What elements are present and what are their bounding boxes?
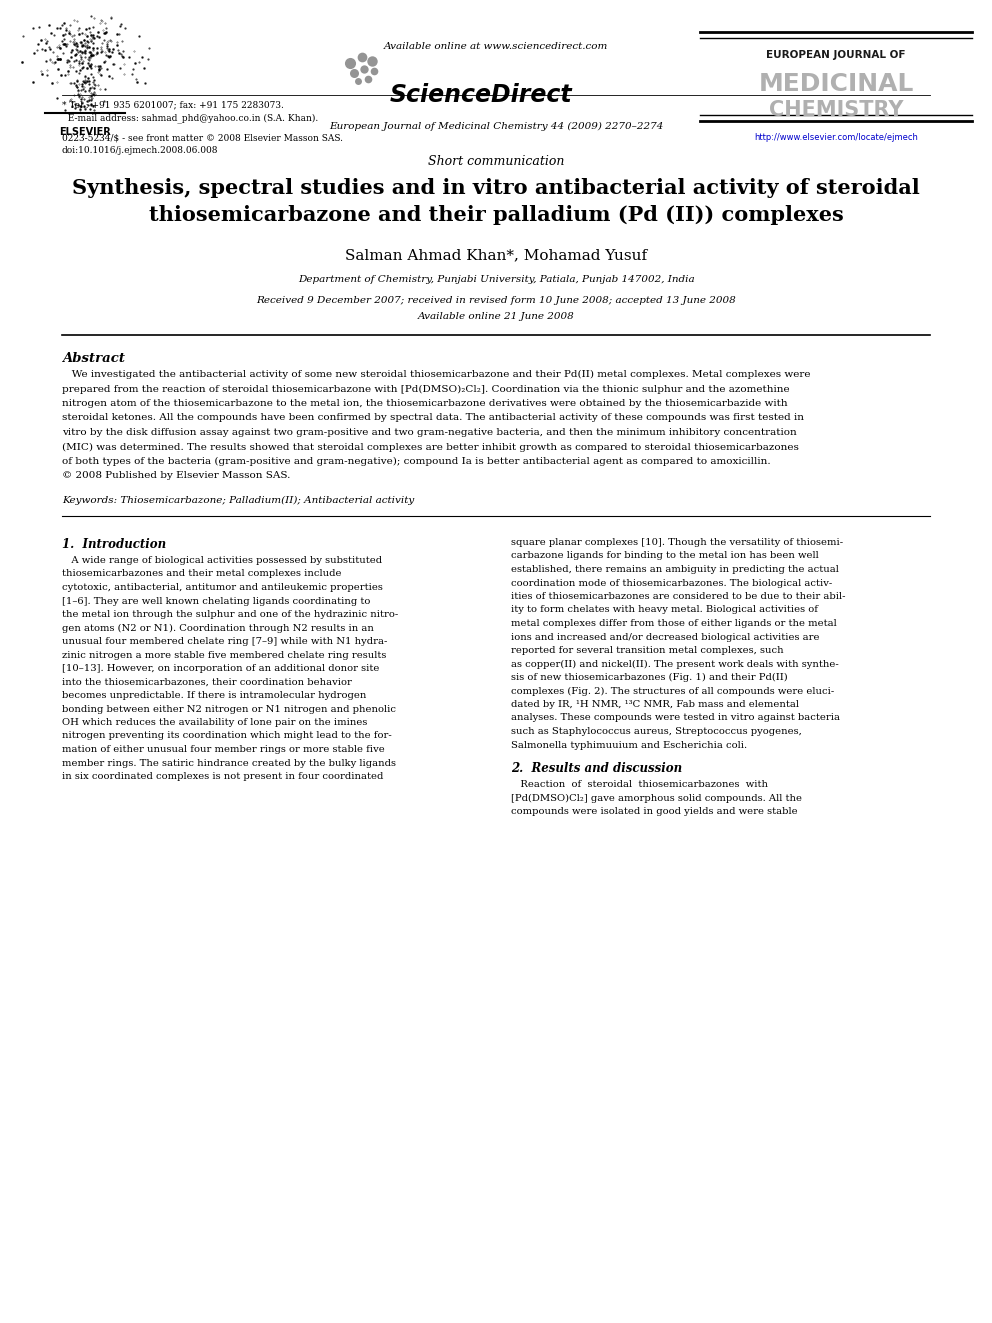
Text: doi:10.1016/j.ejmech.2008.06.008: doi:10.1016/j.ejmech.2008.06.008: [62, 146, 218, 155]
Text: European Journal of Medicinal Chemistry 44 (2009) 2270–2274: European Journal of Medicinal Chemistry …: [328, 122, 664, 131]
Text: E-mail address: sahmad_phd@yahoo.co.in (S.A. Khan).: E-mail address: sahmad_phd@yahoo.co.in (…: [62, 112, 318, 123]
Text: gen atoms (N2 or N1). Coordination through N2 results in an: gen atoms (N2 or N1). Coordination throu…: [62, 623, 374, 632]
Text: MEDICINAL: MEDICINAL: [758, 71, 914, 97]
Text: Received 9 December 2007; received in revised form 10 June 2008; accepted 13 Jun: Received 9 December 2007; received in re…: [256, 296, 736, 306]
Text: [10–13]. However, on incorporation of an additional donor site: [10–13]. However, on incorporation of an…: [62, 664, 379, 673]
Text: established, there remains an ambiguity in predicting the actual: established, there remains an ambiguity …: [511, 565, 839, 574]
Text: ions and increased and/or decreased biological activities are: ions and increased and/or decreased biol…: [511, 632, 819, 642]
Text: compounds were isolated in good yields and were stable: compounds were isolated in good yields a…: [511, 807, 798, 816]
Text: member rings. The satiric hindrance created by the bulky ligands: member rings. The satiric hindrance crea…: [62, 758, 396, 767]
Text: Short communication: Short communication: [428, 155, 564, 168]
Text: nitrogen preventing its coordination which might lead to the for-: nitrogen preventing its coordination whi…: [62, 732, 392, 741]
Text: A wide range of biological activities possessed by substituted: A wide range of biological activities po…: [62, 556, 382, 565]
Text: Keywords: Thiosemicarbazone; Palladium(II); Antibacterial activity: Keywords: Thiosemicarbazone; Palladium(I…: [62, 496, 415, 505]
Text: Synthesis, spectral studies and in vitro antibacterial activity of steroidal: Synthesis, spectral studies and in vitro…: [72, 179, 920, 198]
Text: ELSEVIER: ELSEVIER: [60, 127, 111, 138]
Text: as copper(II) and nickel(II). The present work deals with synthe-: as copper(II) and nickel(II). The presen…: [511, 659, 839, 668]
Text: zinic nitrogen a more stable five membered chelate ring results: zinic nitrogen a more stable five member…: [62, 651, 386, 659]
Text: unusual four membered chelate ring [7–9] while with N1 hydra-: unusual four membered chelate ring [7–9]…: [62, 636, 387, 646]
Text: the metal ion through the sulphur and one of the hydrazinic nitro-: the metal ion through the sulphur and on…: [62, 610, 398, 619]
Text: Department of Chemistry, Punjabi University, Patiala, Punjab 147002, India: Department of Chemistry, Punjabi Univers…: [298, 275, 694, 284]
Text: 2.  Results and discussion: 2. Results and discussion: [511, 762, 682, 775]
Text: such as Staphylococcus aureus, Streptococcus pyogenes,: such as Staphylococcus aureus, Streptoco…: [511, 728, 802, 736]
Text: Reaction  of  steroidal  thiosemicarbazones  with: Reaction of steroidal thiosemicarbazones…: [511, 781, 768, 789]
Text: (MIC) was determined. The results showed that steroidal complexes are better inh: (MIC) was determined. The results showed…: [62, 442, 799, 451]
Text: thiosemicarbazones and their metal complexes include: thiosemicarbazones and their metal compl…: [62, 569, 341, 578]
Text: metal complexes differ from those of either ligands or the metal: metal complexes differ from those of eit…: [511, 619, 836, 628]
Text: ities of thiosemicarbazones are considered to be due to their abil-: ities of thiosemicarbazones are consider…: [511, 591, 845, 601]
Text: OH which reduces the availability of lone pair on the imines: OH which reduces the availability of lon…: [62, 718, 367, 728]
Text: in six coordinated complexes is not present in four coordinated: in six coordinated complexes is not pres…: [62, 773, 383, 781]
Text: sis of new thiosemicarbazones (Fig. 1) and their Pd(II): sis of new thiosemicarbazones (Fig. 1) a…: [511, 673, 788, 683]
Text: [1–6]. They are well known chelating ligands coordinating to: [1–6]. They are well known chelating lig…: [62, 597, 370, 606]
Text: square planar complexes [10]. Though the versatility of thiosemi-: square planar complexes [10]. Though the…: [511, 538, 843, 546]
Text: vitro by the disk diffusion assay against two gram-positive and two gram-negativ: vitro by the disk diffusion assay agains…: [62, 429, 797, 437]
Text: ity to form chelates with heavy metal. Biological activities of: ity to form chelates with heavy metal. B…: [511, 606, 818, 614]
Text: carbazone ligands for binding to the metal ion has been well: carbazone ligands for binding to the met…: [511, 552, 818, 561]
Text: complexes (Fig. 2). The structures of all compounds were eluci-: complexes (Fig. 2). The structures of al…: [511, 687, 834, 696]
Text: © 2008 Published by Elsevier Masson SAS.: © 2008 Published by Elsevier Masson SAS.: [62, 471, 291, 480]
Text: becomes unpredictable. If there is intramolecular hydrogen: becomes unpredictable. If there is intra…: [62, 691, 366, 700]
Text: Available online 21 June 2008: Available online 21 June 2008: [418, 312, 574, 321]
Text: cytotoxic, antibacterial, antitumor and antileukemic properties: cytotoxic, antibacterial, antitumor and …: [62, 583, 383, 591]
Text: of both types of the bacteria (gram-positive and gram-negative); compound Ia is : of both types of the bacteria (gram-posi…: [62, 456, 771, 466]
Text: Salman Ahmad Khan*, Mohamad Yusuf: Salman Ahmad Khan*, Mohamad Yusuf: [345, 247, 647, 262]
Text: dated by IR, ¹H NMR, ¹³C NMR, Fab mass and elemental: dated by IR, ¹H NMR, ¹³C NMR, Fab mass a…: [511, 700, 799, 709]
Text: reported for several transition metal complexes, such: reported for several transition metal co…: [511, 646, 784, 655]
Text: CHEMISTRY: CHEMISTRY: [769, 101, 904, 120]
Text: thiosemicarbazone and their palladium (Pd (II)) complexes: thiosemicarbazone and their palladium (P…: [149, 205, 843, 225]
Text: 0223-5234/$ - see front matter © 2008 Elsevier Masson SAS.: 0223-5234/$ - see front matter © 2008 El…: [62, 134, 343, 142]
Text: analyses. These compounds were tested in vitro against bacteria: analyses. These compounds were tested in…: [511, 713, 840, 722]
Text: Abstract: Abstract: [62, 352, 125, 365]
Text: We investigated the antibacterial activity of some new steroidal thiosemicarbazo: We investigated the antibacterial activi…: [62, 370, 810, 380]
Text: into the thiosemicarbazones, their coordination behavior: into the thiosemicarbazones, their coord…: [62, 677, 352, 687]
Text: Salmonella typhimuuium and Escherichia coli.: Salmonella typhimuuium and Escherichia c…: [511, 741, 747, 750]
Text: Available online at www.sciencedirect.com: Available online at www.sciencedirect.co…: [384, 42, 608, 52]
Text: [Pd(DMSO)Cl₂] gave amorphous solid compounds. All the: [Pd(DMSO)Cl₂] gave amorphous solid compo…: [511, 794, 802, 803]
Text: coordination mode of thiosemicarbazones. The biological activ-: coordination mode of thiosemicarbazones.…: [511, 578, 832, 587]
Text: steroidal ketones. All the compounds have been confirmed by spectral data. The a: steroidal ketones. All the compounds hav…: [62, 414, 804, 422]
Text: ScienceDirect: ScienceDirect: [390, 83, 572, 107]
Text: bonding between either N2 nitrogen or N1 nitrogen and phenolic: bonding between either N2 nitrogen or N1…: [62, 705, 396, 713]
Text: * Tel.: +91 935 6201007; fax: +91 175 2283073.: * Tel.: +91 935 6201007; fax: +91 175 22…: [62, 101, 284, 108]
Text: nitrogen atom of the thiosemicarbazone to the metal ion, the thiosemicarbazone d: nitrogen atom of the thiosemicarbazone t…: [62, 400, 788, 407]
Text: 1.  Introduction: 1. Introduction: [62, 538, 166, 550]
Text: EUROPEAN JOURNAL OF: EUROPEAN JOURNAL OF: [766, 50, 906, 60]
Text: prepared from the reaction of steroidal thiosemicarbazone with [Pd(DMSO)₂Cl₂]. C: prepared from the reaction of steroidal …: [62, 385, 790, 394]
Text: mation of either unusual four member rings or more stable five: mation of either unusual four member rin…: [62, 745, 385, 754]
Text: http://www.elsevier.com/locate/ejmech: http://www.elsevier.com/locate/ejmech: [754, 134, 918, 142]
